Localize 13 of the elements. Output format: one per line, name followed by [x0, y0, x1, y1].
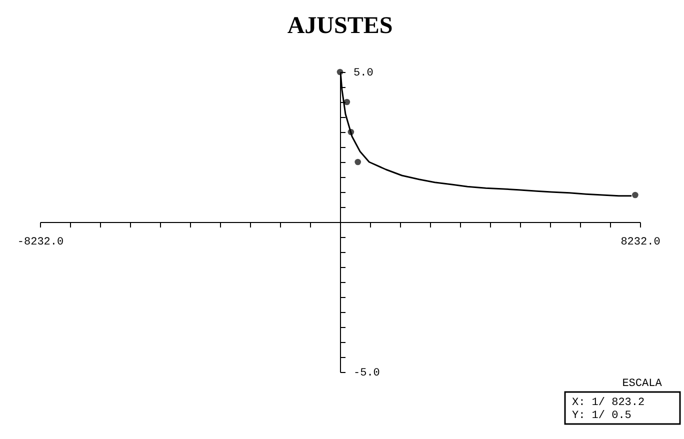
x-tick-label: 8232.0 [620, 236, 660, 248]
x-tick-label: -8232.0 [17, 236, 64, 248]
chart-title: AJUSTES [287, 13, 393, 39]
point [632, 192, 638, 198]
text: X: 1/ 823.2 [572, 397, 645, 409]
y-tick-label: -5.0 [354, 368, 380, 380]
point [348, 128, 354, 136]
point [344, 98, 350, 106]
text: ESCALA [622, 378, 662, 390]
point [354, 158, 362, 166]
y-tick-label: 5.0 [354, 68, 374, 80]
text: Y: 1/ 0.5 [572, 410, 632, 422]
point [336, 68, 344, 76]
